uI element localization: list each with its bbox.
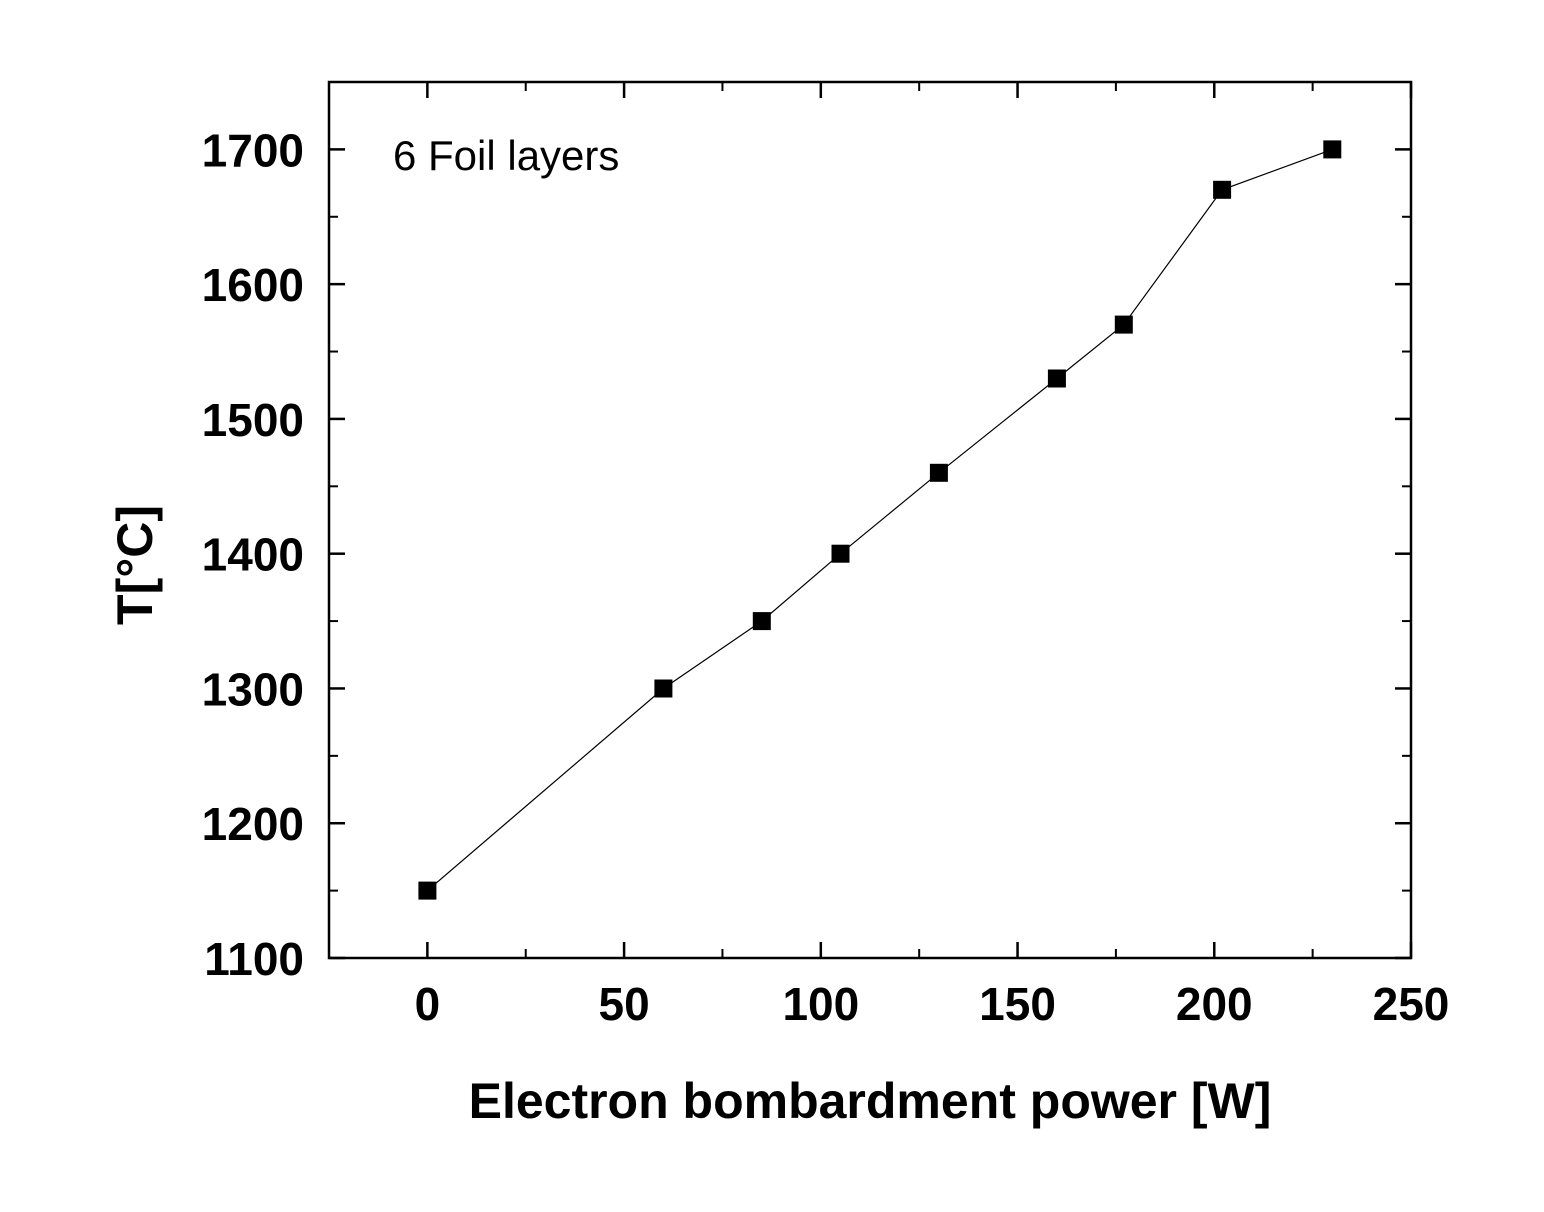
plot-frame (327, 80, 1413, 960)
y-tick-label: 1600 (202, 259, 304, 311)
x-tick-label: 150 (979, 978, 1056, 1030)
data-point (1047, 369, 1066, 388)
data-point (654, 679, 673, 698)
minor-ticks (329, 82, 1411, 958)
x-tick-labels: 0 50 100 150 200 250 (415, 978, 1450, 1030)
major-ticks (329, 82, 1413, 960)
x-axis-title: Electron bombardment power [W] (469, 1073, 1272, 1129)
x-tick-label: 100 (782, 978, 859, 1030)
data-point (418, 881, 437, 900)
y-tick-label: 1200 (202, 798, 304, 850)
data-point (1114, 315, 1133, 334)
y-tick-label: 1300 (202, 663, 304, 715)
data-point (929, 463, 948, 482)
x-tick-label: 200 (1176, 978, 1253, 1030)
series-markers (418, 140, 1342, 900)
data-point (1323, 140, 1342, 159)
data-point (831, 544, 850, 563)
annotation: 6 Foil layers (393, 132, 619, 179)
y-tick-label: 1500 (202, 394, 304, 446)
y-tick-labels: 1100 1200 1300 1400 1500 1600 1700 (202, 124, 304, 985)
x-tick-label: 50 (599, 978, 650, 1030)
data-point (1213, 180, 1232, 199)
x-tick-label: 0 (415, 978, 441, 1030)
y-tick-label: 1400 (202, 529, 304, 581)
y-tick-label: 1700 (202, 124, 304, 176)
y-axis-title: T[°C] (107, 505, 163, 625)
data-point (752, 612, 771, 631)
x-tick-label: 250 (1373, 978, 1450, 1030)
series-line (427, 148, 1333, 892)
y-tick-label: 1100 (204, 933, 304, 985)
